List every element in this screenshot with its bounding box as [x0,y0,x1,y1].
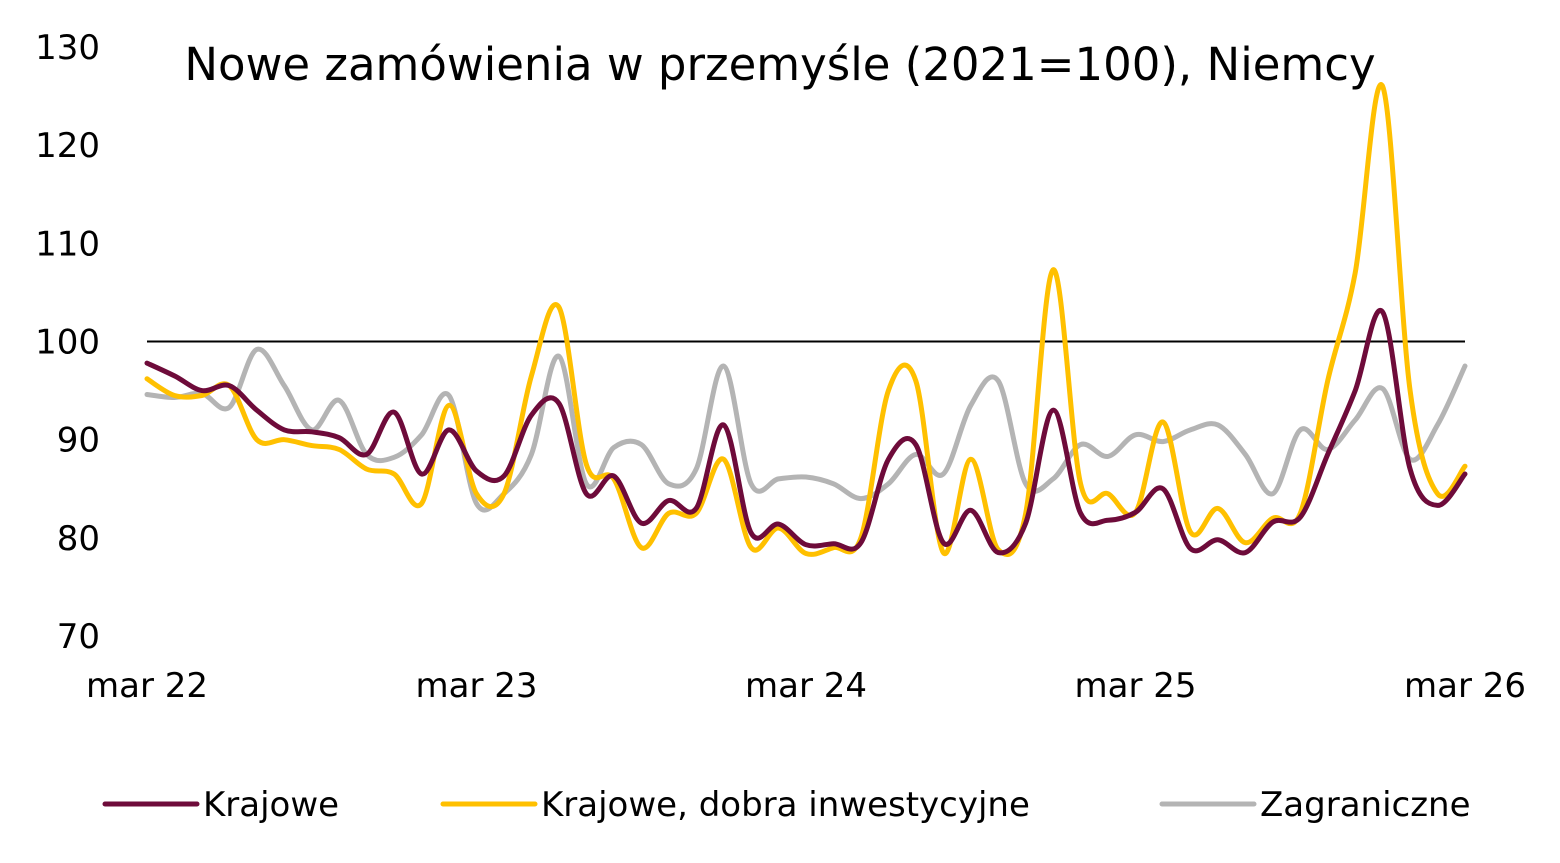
y-tick-label: 130 [35,28,100,68]
legend-label: Krajowe, dobra inwestycyjne [541,785,1030,825]
chart-title: Nowe zamówienia w przemyśle (2021=100), … [184,38,1375,91]
y-tick-label: 80 [57,519,100,559]
legend-item-zagraniczne: Zagraniczne [1159,785,1471,825]
y-axis: 70 80 90 100 110 120 130 [35,28,100,657]
x-tick-label: mar 26 [1404,666,1526,706]
x-tick-label: mar 23 [415,666,537,706]
y-tick-label: 110 [35,224,100,264]
series-line-krajowe-dobra-inwestycyjne [144,82,1468,558]
legend-item-krajowe: Krajowe [102,785,339,825]
x-tick-label: mar 25 [1074,666,1196,706]
legend-label: Zagraniczne [1260,785,1471,825]
series-line-krajowe [144,307,1468,556]
series-layer [144,82,1468,558]
series-line-zagraniczne [144,346,1468,513]
x-tick-label: mar 24 [745,666,867,706]
legend-item-krajowe-dobra-inwestycyjne: Krajowe, dobra inwestycyjne [440,785,1030,825]
x-tick-label: mar 22 [86,666,208,706]
legend: Krajowe Krajowe, dobra inwestycyjne Zagran… [102,785,1471,825]
y-tick-label: 100 [35,323,100,363]
x-axis: mar 22 mar 23 mar 24 mar 25 mar 26 [86,666,1526,706]
y-tick-label: 90 [57,421,100,461]
y-tick-label: 70 [57,617,100,657]
legend-label: Krajowe [203,785,339,825]
y-tick-label: 120 [35,126,100,166]
